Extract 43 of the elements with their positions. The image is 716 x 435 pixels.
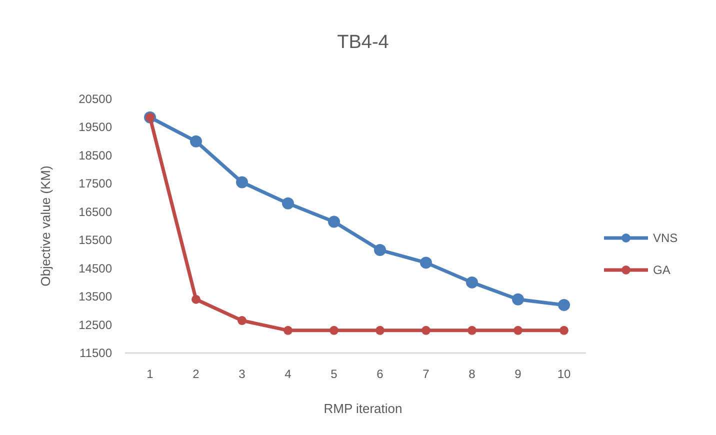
y-tick-label: 13500 — [78, 290, 112, 304]
point — [330, 326, 338, 335]
y-axis-title: Objective value (KM) — [38, 166, 53, 286]
y-tick-label: 14500 — [78, 261, 112, 276]
x-axis-title: RMP iteration — [324, 401, 402, 416]
x-tick-label: 8 — [468, 367, 476, 381]
y-tick-label: 20500 — [78, 92, 112, 106]
point — [512, 293, 524, 306]
y-tick-label: 11500 — [80, 346, 112, 360]
point — [374, 244, 386, 256]
y-tick-label: 19500 — [78, 120, 112, 134]
chart-title: TB4-4 — [337, 32, 390, 53]
x-tick-label: 6 — [376, 367, 384, 381]
y-tick-label: 18500 — [78, 148, 112, 162]
point — [190, 135, 202, 148]
y-tick-label: 17500 — [78, 176, 112, 191]
point — [558, 299, 570, 312]
x-tick-label: 2 — [192, 367, 200, 381]
point — [284, 326, 292, 335]
x-tick-label: 3 — [238, 367, 246, 381]
y-tick-label: 12500 — [78, 318, 112, 332]
legend-label: GA — [653, 263, 670, 277]
point — [466, 276, 478, 288]
x-tick-label: 10 — [557, 367, 571, 381]
y-tick-label: 16500 — [78, 204, 112, 219]
x-tick-label: 7 — [422, 367, 430, 381]
point — [328, 216, 340, 228]
point — [282, 197, 294, 210]
point — [420, 256, 432, 269]
point — [422, 326, 430, 335]
legend-label: VNS — [653, 231, 678, 245]
x-tick-label: 9 — [514, 367, 522, 381]
x-tick-label: 1 — [146, 367, 154, 381]
point — [468, 326, 476, 335]
point — [238, 316, 246, 326]
point — [560, 326, 568, 335]
y-tick-label: 15500 — [78, 233, 112, 248]
point — [376, 326, 384, 335]
point — [236, 176, 248, 188]
point — [514, 326, 522, 335]
x-tick-label: 4 — [284, 367, 292, 381]
x-tick-label: 5 — [330, 367, 338, 381]
point — [192, 294, 200, 304]
